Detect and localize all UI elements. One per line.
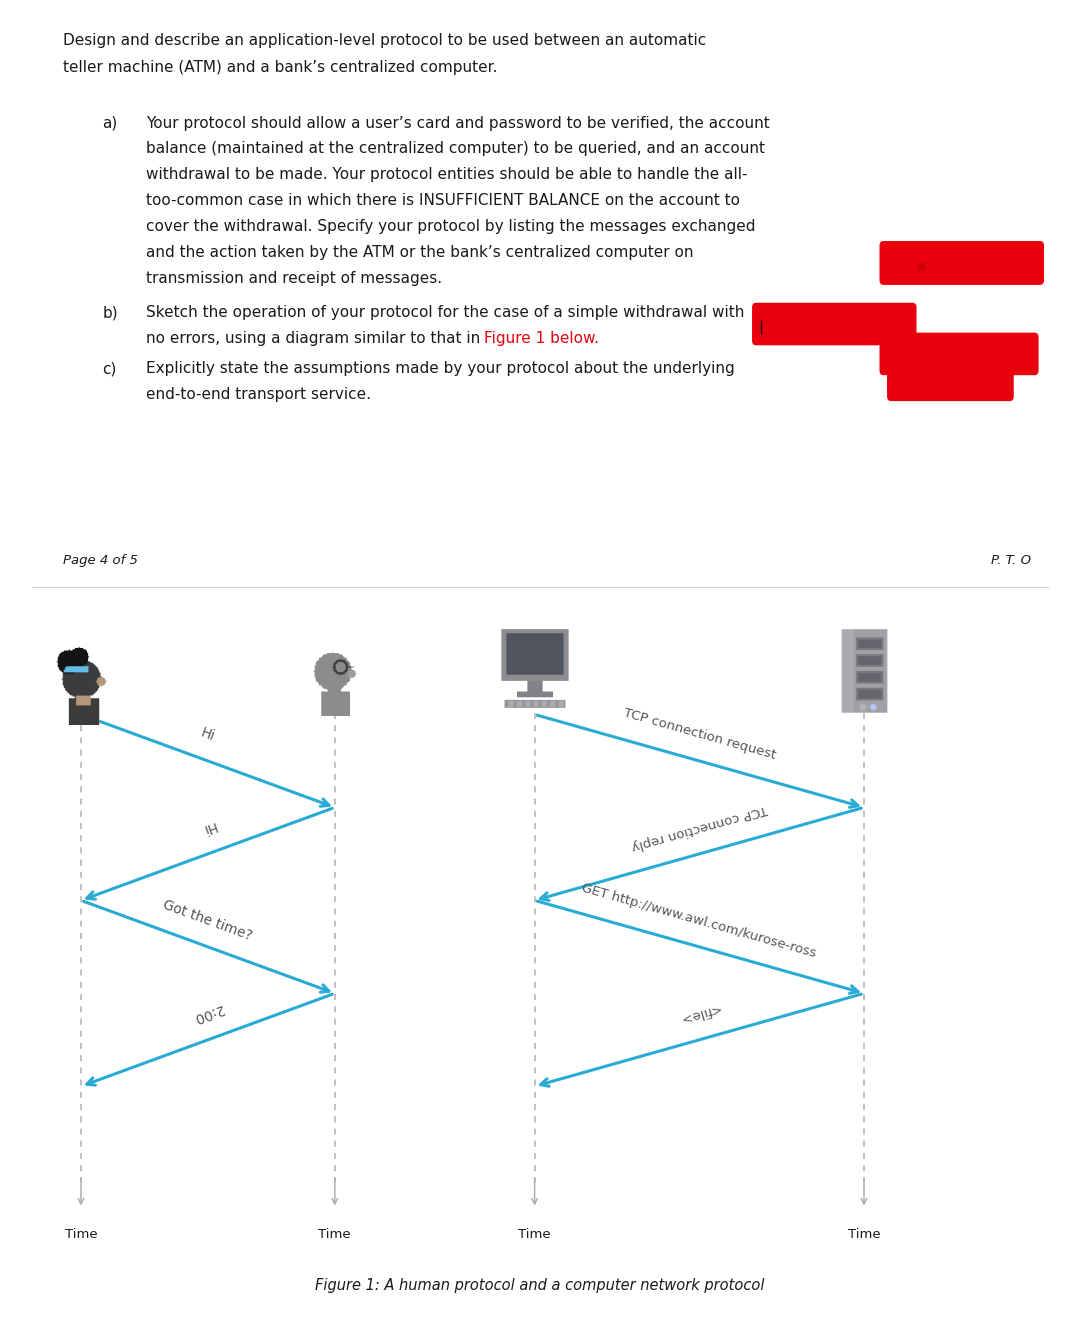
Text: Sketch the operation of your protocol for the case of a simple withdrawal with: Sketch the operation of your protocol fo… (146, 305, 744, 320)
Text: Time: Time (848, 1228, 880, 1242)
Text: too-common case in which there is INSUFFICIENT BALANCE on the account to: too-common case in which there is INSUFF… (146, 193, 740, 208)
Text: P. T. O: P. T. O (991, 554, 1031, 567)
FancyBboxPatch shape (753, 303, 916, 344)
Text: <file>: <file> (677, 1001, 721, 1025)
Text: TCP connection reply: TCP connection reply (630, 802, 769, 853)
Text: b): b) (103, 305, 118, 320)
Text: Design and describe an application-level protocol to be used between an automati: Design and describe an application-level… (63, 33, 706, 48)
Text: Time: Time (319, 1228, 351, 1242)
Text: c): c) (103, 361, 117, 376)
Text: GET http://www.awl.com/kurose-ross: GET http://www.awl.com/kurose-ross (580, 880, 819, 960)
Text: balance (maintained at the centralized computer) to be queried, and an account: balance (maintained at the centralized c… (146, 141, 765, 157)
Text: Got the time?: Got the time? (161, 898, 255, 943)
Text: transmission and receipt of messages.: transmission and receipt of messages. (146, 271, 442, 286)
Text: and the action taken by the ATM or the bank’s centralized computer on: and the action taken by the ATM or the b… (146, 244, 693, 260)
Text: Explicitly state the assumptions made by your protocol about the underlying: Explicitly state the assumptions made by… (146, 361, 734, 376)
FancyBboxPatch shape (880, 242, 1043, 284)
Text: withdrawal to be made. Your protocol entities should be able to handle the all-: withdrawal to be made. Your protocol ent… (146, 167, 747, 182)
Text: cover the withdrawal. Specify your protocol by listing the messages exchanged: cover the withdrawal. Specify your proto… (146, 219, 755, 234)
Text: end-to-end transport service.: end-to-end transport service. (146, 388, 370, 402)
Text: Figure 1 below.: Figure 1 below. (484, 331, 598, 347)
Text: teller machine (ATM) and a bank’s centralized computer.: teller machine (ATM) and a bank’s centra… (63, 60, 497, 74)
Text: Your protocol should allow a user’s card and password to be verified, the accoun: Your protocol should allow a user’s card… (146, 116, 770, 130)
Text: Page 4 of 5: Page 4 of 5 (63, 554, 137, 567)
FancyBboxPatch shape (880, 333, 1038, 374)
Text: a): a) (103, 116, 118, 130)
Text: 2:00: 2:00 (191, 1001, 225, 1025)
Text: TCP connection request: TCP connection request (622, 706, 777, 762)
Text: Hi: Hi (199, 818, 217, 837)
Text: Time: Time (65, 1228, 97, 1242)
FancyBboxPatch shape (888, 360, 1013, 400)
Text: Time: Time (518, 1228, 551, 1242)
Text: Hi: Hi (199, 725, 217, 744)
Text: no errors, using a diagram similar to that in: no errors, using a diagram similar to th… (146, 331, 485, 347)
Text: Figure 1: A human protocol and a computer network protocol: Figure 1: A human protocol and a compute… (315, 1278, 765, 1292)
